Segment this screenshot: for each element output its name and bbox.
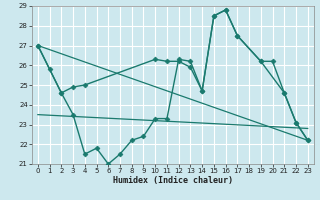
X-axis label: Humidex (Indice chaleur): Humidex (Indice chaleur) xyxy=(113,176,233,185)
